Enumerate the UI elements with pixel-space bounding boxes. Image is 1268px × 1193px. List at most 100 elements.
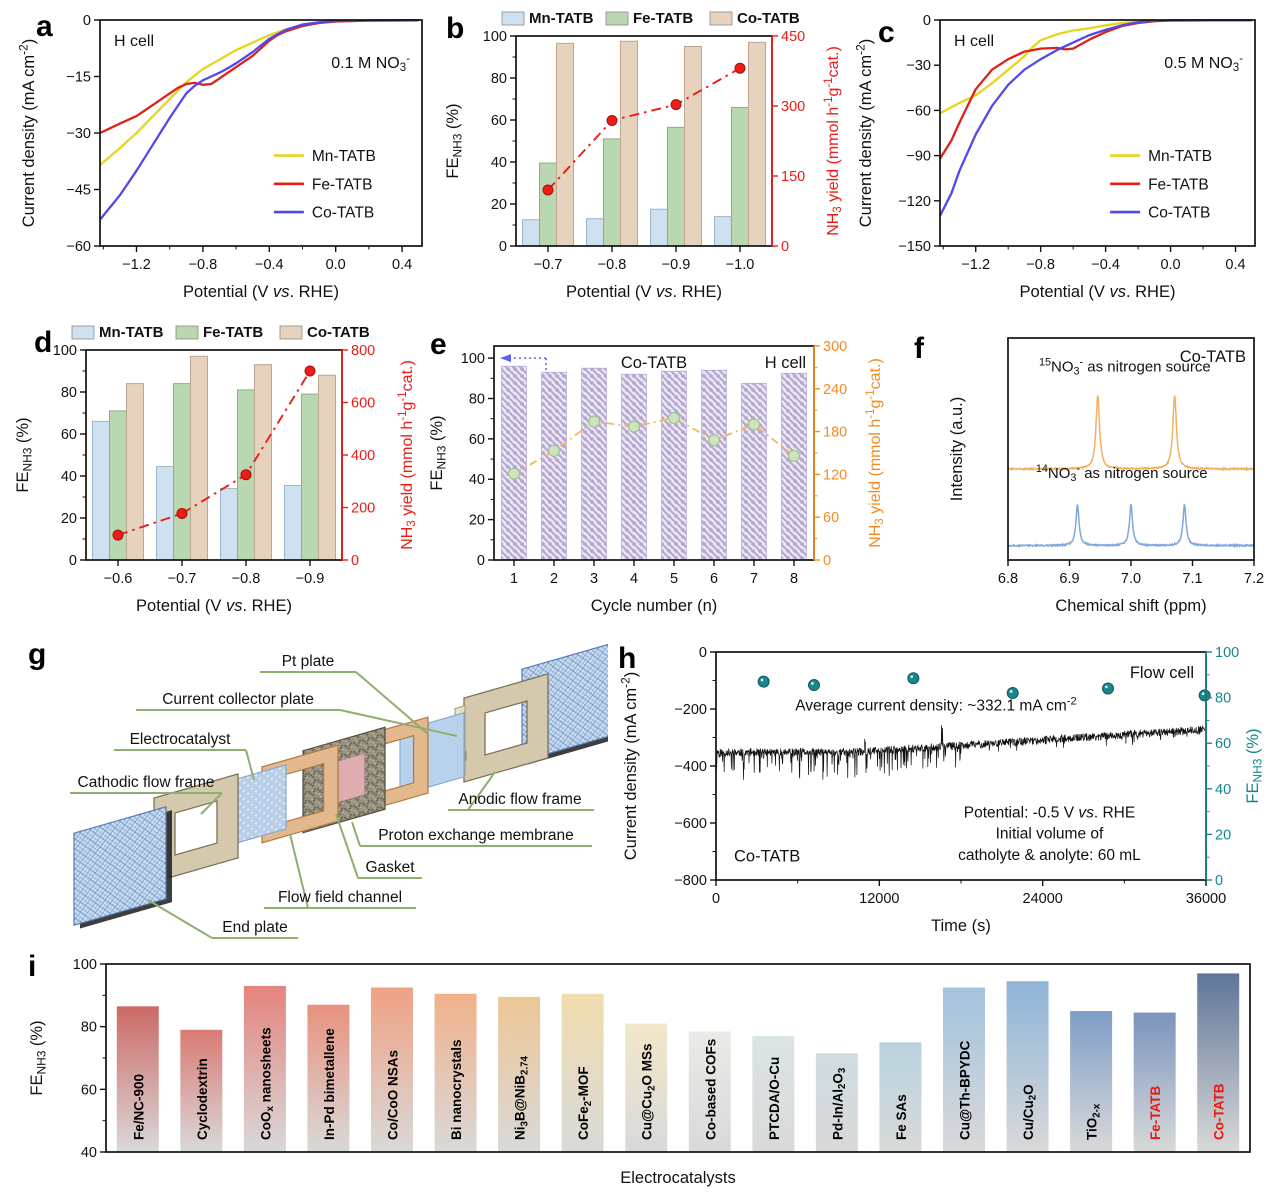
legend-swatch [279, 325, 303, 340]
y-right-tick-label: 0 [351, 553, 359, 569]
bar [539, 162, 557, 247]
x-tick-label: −0.9 [296, 571, 325, 587]
bar-series-Mn-TATB [92, 420, 302, 561]
component-label-8: Anodic flow frame [448, 771, 594, 811]
x-tick-label: 36000 [1186, 891, 1226, 907]
cell-annotation: Flow cell [1130, 664, 1194, 682]
legend-swatch [175, 325, 199, 340]
trace-label: 14NO3- as nitrogen source [1036, 463, 1208, 484]
catalyst-bar-label: TiO2-x [1085, 1103, 1103, 1140]
legend-label: Co-TATB [307, 324, 370, 341]
legend-swatch [71, 325, 95, 340]
y-right-tick-label: 0 [1215, 873, 1223, 889]
panel-g-letter: g [28, 638, 47, 671]
component-label-0: Pt plate [260, 653, 429, 735]
catalyst-bar-label: Ni3B@NiB2.74 [513, 1055, 531, 1140]
component-label-text: Current collector plate [162, 691, 314, 708]
electrolyte-annotation: 0.1 M NO3- [331, 53, 410, 74]
catalyst-bar-label: Fe SAs [894, 1094, 909, 1140]
y-right-tick-label: 400 [351, 448, 375, 464]
fe-bar [741, 382, 767, 561]
yield-point [176, 508, 188, 520]
y-tick-label: −15 [66, 70, 91, 86]
series-Co-TATB [99, 19, 419, 221]
y-right-tick-label: 60 [1215, 736, 1231, 752]
y-tick-label: 60 [61, 427, 77, 443]
bar [220, 488, 238, 561]
x-tick-label: 12000 [859, 891, 899, 907]
x-tick-label: 4 [630, 571, 638, 587]
cell-annotation: H cell [954, 33, 994, 50]
component-label-3: Cathodic flow frame [70, 774, 223, 815]
yield-point [304, 365, 316, 377]
catalyst-bar [688, 1031, 731, 1152]
y-right-tick-label: 20 [1215, 827, 1231, 843]
catalyst-bar [815, 1053, 858, 1152]
legend-swatch [501, 11, 525, 26]
series-Mn-TATB [939, 19, 1252, 115]
legend-label: Mn-TATB [529, 10, 594, 27]
bar [318, 374, 336, 561]
axes-frame [939, 19, 1256, 247]
component-label-1: Current collector plate [136, 691, 458, 737]
series-Co-TATB [938, 19, 1252, 217]
x-tick-label: −0.8 [232, 571, 261, 587]
catalyst-bar [116, 1006, 159, 1152]
fe-bar [541, 371, 567, 561]
x-tick-label: 0.4 [392, 257, 412, 273]
yield-point [747, 418, 761, 431]
y-tick-label: 40 [469, 472, 485, 488]
catalyst-annotation: Co-TATB [1180, 348, 1246, 366]
catalyst-bar-label: PTCDA/O-Cu [767, 1057, 782, 1140]
yield-point [787, 449, 801, 462]
x-tick-label: −1.2 [122, 257, 151, 273]
y-tick-label: 20 [61, 511, 77, 527]
x-tick-label: −1.2 [961, 257, 990, 273]
y-right-tick-label: 180 [823, 425, 847, 441]
y-tick-label: 0 [69, 553, 77, 569]
x-tick-label: 7.0 [1121, 571, 1141, 587]
panel-g-flow-cell-diagram: Pt plate Current collector plate Electroca… [70, 642, 608, 939]
component-label-text: Electrocatalyst [130, 731, 231, 748]
x-tick-label: 1 [510, 571, 518, 587]
panel-b-bar-chart: −0.7 −0.8 −0.9 −1.0 0 20 40 60 80 100 0 150 300 450 Po… [444, 10, 844, 301]
bar [156, 466, 174, 561]
x-tick-label: 24000 [1023, 891, 1063, 907]
legend-label: Mn-TATB [99, 324, 164, 341]
component-label-text: Anodic flow frame [458, 791, 581, 808]
yield-point [627, 420, 641, 433]
y-right-tick-label: 240 [823, 382, 847, 398]
bar [586, 218, 604, 247]
yield-point [734, 62, 746, 74]
bar [667, 126, 685, 247]
component-label-7: Proton exchange membrane [351, 821, 592, 847]
x-tick-label: −0.4 [255, 257, 284, 273]
y-tick-label: 100 [461, 351, 485, 367]
bar [650, 208, 668, 247]
panel-e-cycle-chart: 1 2 3 4 5 6 7 8020406080100060120180240300Cycle… [428, 339, 886, 615]
x-axis-label: Time (s) [931, 917, 991, 935]
bar [126, 383, 144, 561]
catalyst-bar [434, 993, 477, 1152]
y-tick-label: 100 [53, 343, 77, 359]
y-right-tick-label: 60 [823, 510, 839, 526]
legend-swatch [709, 11, 733, 26]
x-tick-label: 7.1 [1182, 571, 1202, 587]
catalyst-bar [625, 1023, 668, 1152]
catalyst-bar [307, 1004, 350, 1152]
fe-bar [661, 370, 687, 561]
y-tick-label: 40 [81, 1145, 97, 1161]
bar-series-Co-TATB [126, 355, 336, 561]
x-tick-label: 6.9 [1059, 571, 1079, 587]
panel-i-comparison-chart: Fe/NC-900 Cyclodextrin CoOx nanosheets In-P… [28, 957, 1251, 1187]
y-tick-label: 0 [499, 239, 507, 255]
x-tick-label: 7 [750, 571, 758, 587]
fe-point-glint [811, 682, 814, 685]
bar [301, 393, 319, 561]
cell-annotation: H cell [765, 354, 806, 372]
x-tick-label: 0 [712, 891, 720, 907]
y-right-tick-label: 300 [781, 99, 805, 115]
y-tick-label: −600 [674, 816, 707, 832]
y-axis-label: Current density (mA cm-2) [854, 39, 875, 227]
